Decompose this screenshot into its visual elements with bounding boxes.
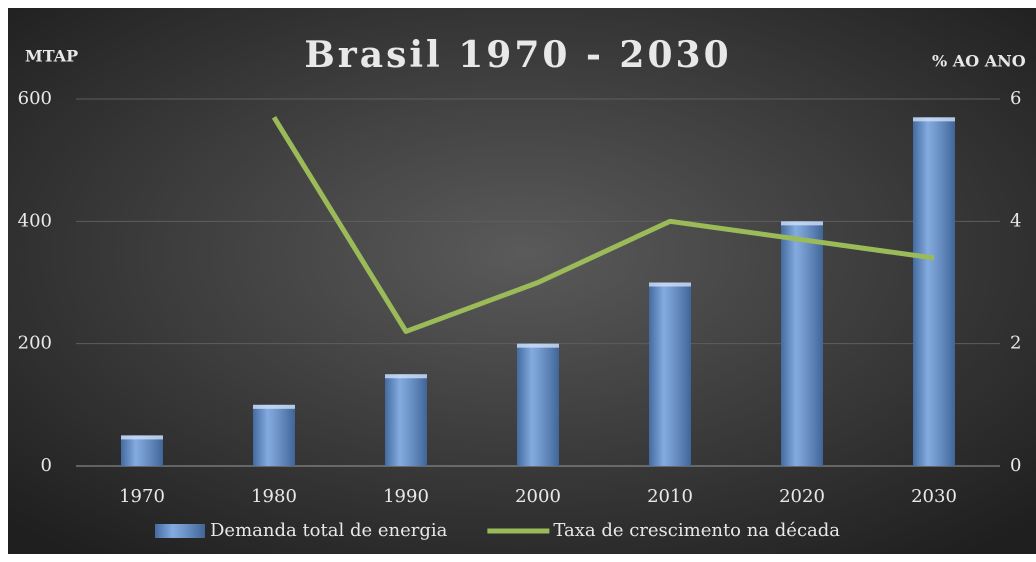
bar-shine	[253, 404, 295, 466]
bar-shine	[913, 117, 955, 466]
y2-tick-label: 4	[1010, 210, 1021, 231]
x-tick-label: 1990	[383, 486, 429, 507]
y-tick-label: 400	[18, 210, 52, 231]
legend-swatch-shine	[155, 524, 205, 538]
bar-cap	[649, 282, 691, 287]
bar-shine	[517, 343, 559, 466]
chart-background	[8, 8, 1036, 554]
x-tick-label: 1970	[119, 486, 165, 507]
bar-cap	[517, 343, 559, 348]
chart-title: Brasil 1970 - 2030	[304, 34, 731, 76]
bar-shine	[385, 374, 427, 466]
line	[271, 116, 935, 334]
x-tick-label: 2000	[515, 486, 561, 507]
bar-cap	[781, 221, 823, 226]
x-tick-label: 2020	[779, 486, 825, 507]
x-tick-label: 2030	[911, 486, 957, 507]
y2-tick-label: 6	[1010, 88, 1021, 109]
bar-cap	[913, 117, 955, 122]
bar-shine	[121, 435, 163, 466]
legend-label: Demanda total de energia	[210, 520, 448, 541]
bar-cap	[385, 374, 427, 379]
bar-cap	[121, 435, 163, 440]
x-tick-label: 2010	[647, 486, 693, 507]
bar-cap	[253, 404, 295, 409]
y-tick-label: 200	[18, 333, 52, 354]
y2-tick-label: 2	[1010, 333, 1021, 354]
y-axis-title: MTAP	[25, 47, 78, 66]
x-tick-label: 1980	[251, 486, 297, 507]
y2-axis-title: % AO ANO	[932, 52, 1026, 71]
bar-shine	[649, 282, 691, 466]
bar-shine	[781, 221, 823, 466]
y-tick-label: 600	[18, 88, 52, 109]
y2-tick-label: 0	[1010, 455, 1021, 476]
y-tick-label: 0	[41, 455, 52, 476]
legend-label: Taxa de crescimento na década	[553, 520, 840, 541]
